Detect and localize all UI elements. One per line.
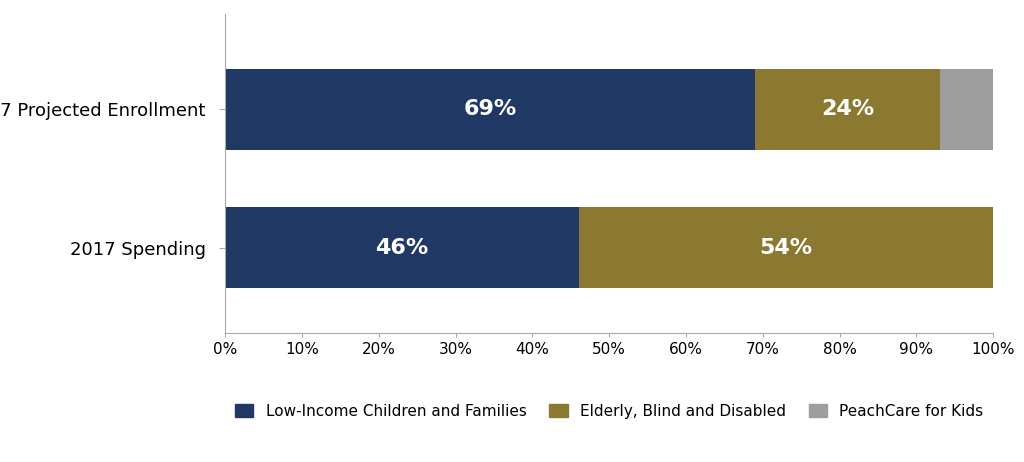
Bar — [579, 207, 993, 288]
Text: 24%: 24% — [821, 99, 873, 120]
Bar — [755, 69, 940, 150]
Text: 54%: 54% — [760, 237, 812, 258]
Text: 46%: 46% — [375, 237, 429, 258]
Legend: Low-Income Children and Families, Elderly, Blind and Disabled, PeachCare for Kid: Low-Income Children and Families, Elderl… — [229, 398, 989, 425]
Text: 69%: 69% — [464, 99, 517, 120]
Bar — [940, 69, 993, 150]
Bar — [225, 69, 755, 150]
Bar — [225, 207, 579, 288]
